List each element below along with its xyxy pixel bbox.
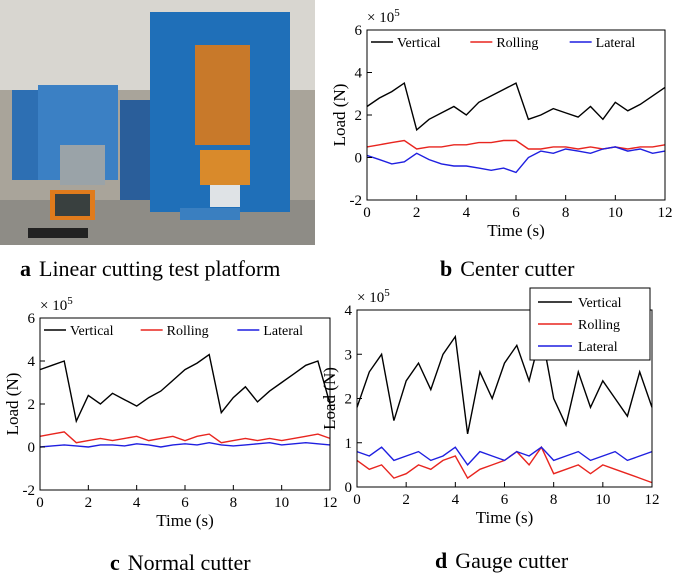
plot-frame — [366, 29, 666, 201]
x-tick-label: 4 — [463, 205, 471, 221]
legend-label: Vertical — [397, 36, 441, 51]
y-tick-label: 4 — [355, 66, 363, 82]
multiplier-exponent: 5 — [67, 295, 73, 307]
y-tick-label: -2 — [23, 483, 36, 499]
axis-multiplier: × 105 — [357, 287, 390, 306]
y-tick-label: -2 — [350, 193, 363, 209]
y-tick-label: 6 — [28, 311, 36, 327]
y-tick-label: 0 — [345, 480, 353, 496]
legend-label: Rolling — [496, 36, 538, 51]
caption: b Center cutter — [440, 256, 575, 281]
x-tick-label: 10 — [595, 492, 610, 508]
panel-label: c — [110, 550, 120, 575]
plot-frame — [39, 317, 331, 491]
x-axis-label: Time (s) — [476, 508, 533, 527]
caption: d Gauge cutter — [435, 548, 569, 573]
y-tick-label: 2 — [28, 397, 36, 413]
x-tick-label: 0 — [363, 205, 371, 221]
x-tick-label: 12 — [645, 492, 660, 508]
x-tick-label: 2 — [413, 205, 421, 221]
series-line — [366, 146, 666, 174]
y-tick-label: 2 — [345, 392, 353, 408]
axis-multiplier: × 105 — [367, 7, 400, 26]
series-line — [366, 81, 666, 132]
axis-multiplier: × 105 — [40, 295, 73, 314]
legend-label: Rolling — [167, 324, 209, 339]
x-tick-label: 6 — [501, 492, 509, 508]
y-tick-label: 0 — [355, 151, 363, 167]
multiplier-exponent: 5 — [394, 7, 400, 19]
x-tick-label: 4 — [133, 495, 141, 511]
caption-text: Linear cutting test platform — [39, 256, 280, 281]
legend-label: Vertical — [578, 296, 622, 311]
series-line — [39, 441, 331, 448]
panel-label: d — [435, 548, 447, 573]
caption: a Linear cutting test platform — [20, 256, 280, 281]
multiplier-base: × 10 — [367, 10, 394, 26]
y-tick-label: 4 — [28, 354, 36, 370]
caption-text: Gauge cutter — [455, 548, 569, 573]
series-line — [39, 353, 331, 424]
legend-label: Rolling — [578, 318, 620, 333]
panel-label: b — [440, 256, 452, 281]
x-tick-label: 12 — [323, 495, 338, 511]
series-line — [39, 431, 331, 444]
y-tick-label: 6 — [355, 23, 363, 39]
series-line — [356, 331, 653, 435]
multiplier-exponent: 5 — [384, 287, 390, 299]
y-tick-label: 2 — [355, 108, 363, 124]
series-line — [356, 446, 653, 467]
x-axis-label: Time (s) — [156, 511, 213, 530]
y-tick-label: 3 — [345, 347, 353, 363]
multiplier-base: × 10 — [40, 298, 67, 314]
legend-label: Lateral — [578, 340, 618, 355]
series-line — [366, 139, 666, 150]
x-tick-label: 8 — [230, 495, 238, 511]
y-axis-label: Load (N) — [3, 373, 22, 436]
y-tick-label: 1 — [345, 436, 353, 452]
x-tick-label: 12 — [658, 205, 673, 221]
panel-label: a — [20, 256, 31, 281]
x-tick-label: 4 — [452, 492, 460, 508]
y-axis-label: Load (N) — [320, 367, 339, 430]
y-axis-label: Load (N) — [330, 84, 349, 147]
x-tick-label: 6 — [181, 495, 189, 511]
x-axis-label: Time (s) — [487, 221, 544, 240]
caption-text: Center cutter — [460, 256, 575, 281]
x-tick-label: 8 — [550, 492, 558, 508]
photo — [0, 0, 315, 245]
x-tick-label: 0 — [353, 492, 361, 508]
x-tick-label: 8 — [562, 205, 570, 221]
x-tick-label: 10 — [608, 205, 623, 221]
x-tick-label: 2 — [402, 492, 410, 508]
y-tick-label: 4 — [345, 303, 353, 319]
caption: c Normal cutter — [110, 550, 251, 575]
x-tick-label: 2 — [85, 495, 93, 511]
legend-label: Vertical — [70, 324, 114, 339]
legend-label: Lateral — [263, 324, 303, 339]
x-tick-label: 6 — [512, 205, 520, 221]
x-tick-label: 0 — [36, 495, 44, 511]
y-tick-label: 0 — [28, 440, 36, 456]
caption-text: Normal cutter — [128, 550, 251, 575]
legend-label: Lateral — [596, 36, 636, 51]
series-line — [356, 445, 653, 484]
x-tick-label: 10 — [274, 495, 289, 511]
multiplier-base: × 10 — [357, 290, 384, 306]
